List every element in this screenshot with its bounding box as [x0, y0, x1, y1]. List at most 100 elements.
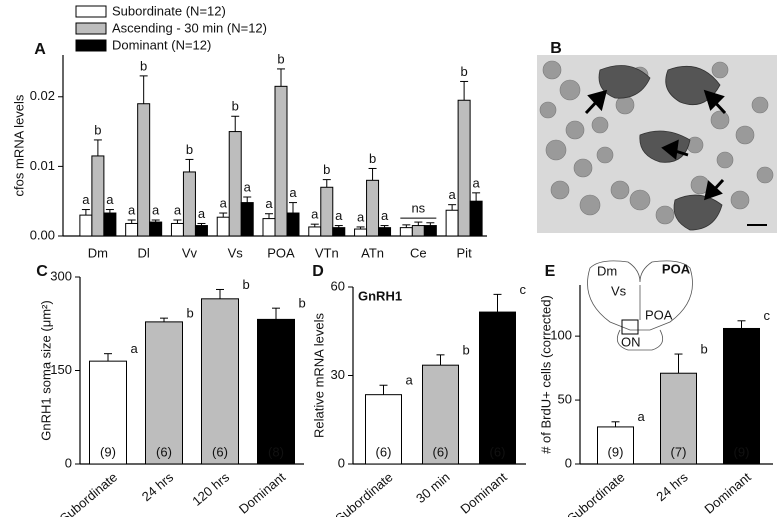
- bar: [79, 214, 93, 237]
- bar: [723, 327, 760, 465]
- x-tick-label: Vs: [228, 245, 244, 260]
- x-tick-label: 24 hrs: [653, 469, 691, 504]
- bar: [445, 209, 459, 237]
- significance-letter: a: [174, 202, 182, 217]
- annotation: ns: [411, 201, 425, 216]
- x-tick-label: 120 hrs: [189, 469, 232, 509]
- panel-label: C: [36, 263, 48, 280]
- x-tick-label: Vv: [182, 245, 198, 260]
- bar-note: (9): [734, 444, 750, 459]
- significance-letter: a: [131, 341, 139, 356]
- significance-letter: c: [520, 282, 527, 297]
- bar: [216, 216, 230, 237]
- bar: [597, 426, 634, 465]
- significance-letter: b: [701, 341, 708, 356]
- x-tick-label: Ce: [410, 245, 427, 260]
- bar: [240, 202, 254, 237]
- bar-note: (6): [490, 444, 506, 459]
- chart-title: GnRH1: [358, 288, 402, 303]
- bar: [332, 227, 346, 237]
- bar-note: (8): [268, 444, 284, 459]
- significance-letter: a: [82, 192, 90, 207]
- bar: [262, 218, 276, 237]
- panel-label: D: [312, 263, 324, 280]
- y-tick-label: 0.02: [30, 88, 55, 103]
- significance-letter: b: [369, 151, 376, 166]
- inset-label: Vs: [611, 283, 627, 298]
- brain-inset: [587, 260, 693, 351]
- bar-note: (6): [376, 444, 392, 459]
- significance-letter: a: [448, 187, 456, 202]
- bar: [411, 225, 425, 237]
- y-tick-label: 60: [331, 278, 345, 293]
- significance-letter: a: [406, 373, 414, 388]
- chart-title: POA: [662, 261, 691, 276]
- significance-letter: a: [311, 207, 319, 222]
- legend-label: Subordinate (N=12): [112, 3, 226, 18]
- bar: [423, 225, 437, 237]
- bar: [320, 186, 334, 237]
- bar: [469, 200, 483, 237]
- x-tick-label: 24 hrs: [139, 469, 177, 504]
- significance-letter: b: [323, 162, 330, 177]
- significance-letter: a: [106, 192, 114, 207]
- legend-swatch: [75, 39, 107, 52]
- y-tick-label: 150: [50, 362, 72, 377]
- legend-swatch: [75, 5, 107, 18]
- inset-label: POA: [645, 307, 673, 322]
- y-axis-label: GnRH1 soma size (μm²): [38, 300, 53, 440]
- y-tick-label: 0: [65, 455, 72, 470]
- bar: [145, 321, 183, 465]
- significance-letter: a: [638, 409, 646, 424]
- x-tick-label: Dm: [88, 245, 108, 260]
- significance-letter: a: [220, 195, 228, 210]
- bar: [457, 99, 471, 237]
- bar: [228, 131, 242, 237]
- bar: [89, 360, 127, 465]
- bar: [91, 155, 105, 237]
- panel-label: A: [34, 41, 46, 58]
- micrograph: [537, 55, 777, 233]
- bar: [308, 226, 322, 237]
- significance-letter: b: [232, 99, 239, 114]
- y-tick-label: 50: [558, 392, 572, 407]
- bar: [201, 298, 239, 465]
- significance-letter: b: [140, 58, 147, 73]
- panel-label: E: [545, 263, 556, 280]
- bar: [194, 225, 208, 237]
- x-tick-label: Dominant: [236, 469, 289, 517]
- y-tick-label: 0: [338, 455, 345, 470]
- bar-note: (6): [156, 444, 172, 459]
- significance-letter: a: [289, 185, 297, 200]
- y-tick-label: 0.00: [30, 227, 55, 242]
- bar: [479, 311, 516, 465]
- inset-label: ON: [621, 334, 641, 349]
- bar: [149, 221, 163, 237]
- bar: [286, 212, 300, 237]
- significance-letter: a: [381, 208, 389, 223]
- x-tick-label: Dominant: [457, 469, 510, 517]
- x-tick-label: Subordinate: [332, 469, 395, 517]
- bar: [399, 227, 413, 237]
- y-axis-label: # of BrdU+ cells (corrected): [538, 295, 553, 454]
- bar: [366, 179, 380, 237]
- significance-letter: b: [187, 306, 194, 321]
- inset-label: Dm: [597, 263, 617, 278]
- significance-letter: a: [152, 202, 160, 217]
- x-tick-label: Subordinate: [57, 469, 120, 517]
- legend-label: Dominant (N=12): [112, 37, 211, 52]
- significance-letter: b: [463, 342, 470, 357]
- significance-letter: b: [460, 64, 467, 79]
- significance-letter: b: [186, 142, 193, 157]
- bar: [125, 222, 139, 237]
- bar-note: (9): [608, 444, 624, 459]
- legend-label: Ascending - 30 min (N=12): [112, 20, 267, 35]
- bar: [103, 212, 117, 237]
- bar-note: (6): [433, 444, 449, 459]
- bar-note: (6): [212, 444, 228, 459]
- significance-letter: a: [335, 208, 343, 223]
- bar: [257, 318, 295, 465]
- x-tick-label: ATn: [361, 245, 384, 260]
- bar: [422, 364, 459, 465]
- significance-letter: a: [472, 175, 480, 190]
